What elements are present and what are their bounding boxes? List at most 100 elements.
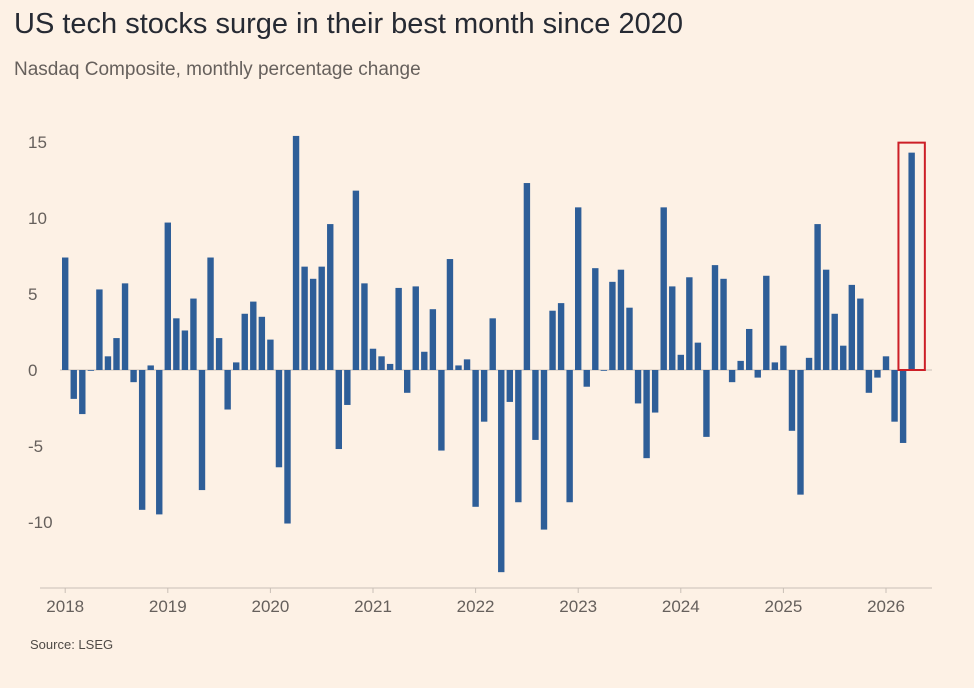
bar-2024-04 bbox=[703, 370, 710, 437]
y-tick-label: 0 bbox=[28, 361, 37, 380]
bar-2024-12 bbox=[771, 362, 779, 370]
bar-2021-01 bbox=[369, 348, 377, 370]
y-tick-label: -5 bbox=[28, 437, 43, 456]
bar-2025-04 bbox=[805, 357, 813, 370]
bar-2019-07 bbox=[215, 338, 223, 370]
bar-2021-11 bbox=[455, 365, 462, 370]
bar-2020-07 bbox=[318, 266, 325, 370]
y-tick-label: -10 bbox=[28, 513, 53, 532]
bar-2019-02 bbox=[173, 318, 180, 370]
bar-2024-03 bbox=[694, 342, 702, 370]
bar-2020-08 bbox=[327, 224, 334, 370]
bar-2025-01 bbox=[780, 345, 787, 370]
bar-2024-01 bbox=[677, 354, 684, 370]
chart-subtitle: Nasdaq Composite, monthly percentage cha… bbox=[14, 59, 421, 80]
bar-2025-10 bbox=[857, 298, 864, 370]
bar-2024-02 bbox=[686, 277, 693, 370]
highlight-rect bbox=[897, 141, 926, 371]
bar-2019-03 bbox=[181, 330, 189, 370]
x-tick-label: 2018 bbox=[46, 597, 84, 616]
bar-2025-07 bbox=[831, 313, 838, 370]
y-tick-label: 5 bbox=[28, 285, 37, 304]
bar-2023-02 bbox=[583, 370, 590, 387]
bar-2018-07 bbox=[113, 338, 120, 370]
bar-2018-04 bbox=[87, 370, 95, 371]
bar-2026-01 bbox=[882, 356, 890, 370]
bar-2022-08 bbox=[532, 370, 539, 440]
bar-2024-09 bbox=[746, 328, 753, 370]
bar-2019-12 bbox=[258, 316, 266, 370]
x-tick-label: 2021 bbox=[354, 597, 392, 616]
bar-2023-11 bbox=[660, 207, 667, 370]
bar-2019-11 bbox=[250, 301, 257, 370]
bar-2021-04 bbox=[395, 287, 402, 370]
bar-2024-11 bbox=[763, 275, 770, 370]
bar-2025-05 bbox=[814, 224, 821, 370]
bar-2022-02 bbox=[480, 370, 488, 422]
source-note: Source: LSEG bbox=[30, 637, 114, 652]
bar-2023-08 bbox=[634, 370, 642, 404]
bar-2023-04 bbox=[600, 370, 608, 371]
bars bbox=[62, 135, 915, 573]
bar-2018-12 bbox=[156, 370, 163, 515]
bar-2018-05 bbox=[96, 289, 103, 370]
bar-2019-09 bbox=[233, 362, 240, 370]
bar-2020-11 bbox=[352, 190, 360, 370]
bar-2022-04 bbox=[498, 370, 505, 573]
bar-2018-03 bbox=[79, 370, 86, 415]
bar-2024-08 bbox=[737, 360, 744, 370]
bar-2022-03 bbox=[489, 318, 496, 370]
x-axis: 2018 2019 2020 2021 2022 2023 2024 2025 2026 bbox=[40, 587, 932, 616]
bar-2026-03 bbox=[899, 370, 907, 443]
bar-2026-04 bbox=[908, 152, 915, 370]
bar-2022-05 bbox=[506, 370, 513, 402]
bar-2022-11 bbox=[557, 303, 565, 370]
bar-2019-10 bbox=[241, 313, 248, 370]
bar-2019-06 bbox=[207, 257, 214, 370]
x-tick-label: 2026 bbox=[867, 597, 905, 616]
bar-2024-10 bbox=[754, 370, 761, 378]
bar-2025-09 bbox=[848, 284, 855, 370]
bar-2021-12 bbox=[463, 359, 471, 370]
bar-2020-04 bbox=[292, 135, 300, 370]
bar-2020-10 bbox=[344, 370, 351, 405]
bar-2021-06 bbox=[412, 286, 419, 370]
y-axis: 15 10 5 0 -5 -10 bbox=[28, 133, 932, 532]
bar-2022-12 bbox=[566, 370, 573, 503]
bar-2021-10 bbox=[446, 259, 454, 370]
bar-2022-09 bbox=[540, 370, 548, 530]
bar-2025-06 bbox=[822, 269, 830, 370]
x-tick-label: 2023 bbox=[559, 597, 597, 616]
bar-2023-01 bbox=[575, 207, 582, 370]
x-tick-label: 2022 bbox=[457, 597, 495, 616]
bar-2021-03 bbox=[386, 363, 394, 370]
bar-2019-01 bbox=[164, 222, 171, 370]
bar-2020-05 bbox=[301, 266, 308, 370]
bar-2026-02 bbox=[891, 370, 898, 422]
bar-2019-04 bbox=[190, 298, 197, 370]
x-tick-label: 2025 bbox=[764, 597, 802, 616]
bar-2020-03 bbox=[284, 370, 291, 524]
bar-2023-05 bbox=[609, 281, 616, 370]
y-tick-label: 10 bbox=[28, 209, 47, 228]
highlight-box bbox=[897, 141, 926, 371]
bar-2021-08 bbox=[429, 309, 437, 370]
bar-2023-03 bbox=[592, 268, 599, 370]
bar-2021-09 bbox=[438, 370, 445, 451]
bar-2021-07 bbox=[421, 351, 428, 370]
bar-2020-02 bbox=[275, 370, 283, 468]
bar-2022-06 bbox=[515, 370, 522, 503]
bar-2025-11 bbox=[865, 370, 873, 393]
bar-2023-10 bbox=[651, 370, 659, 413]
bar-2023-12 bbox=[669, 286, 676, 370]
bar-2020-01 bbox=[267, 339, 274, 370]
bar-2019-05 bbox=[198, 370, 206, 491]
bar-2023-07 bbox=[626, 307, 633, 370]
bar-2024-05 bbox=[711, 265, 719, 370]
bar-2024-06 bbox=[720, 278, 727, 370]
bar-2018-06 bbox=[104, 356, 112, 370]
bar-2018-08 bbox=[121, 283, 129, 370]
bar-2025-08 bbox=[840, 345, 847, 370]
bar-2024-07 bbox=[728, 370, 736, 383]
